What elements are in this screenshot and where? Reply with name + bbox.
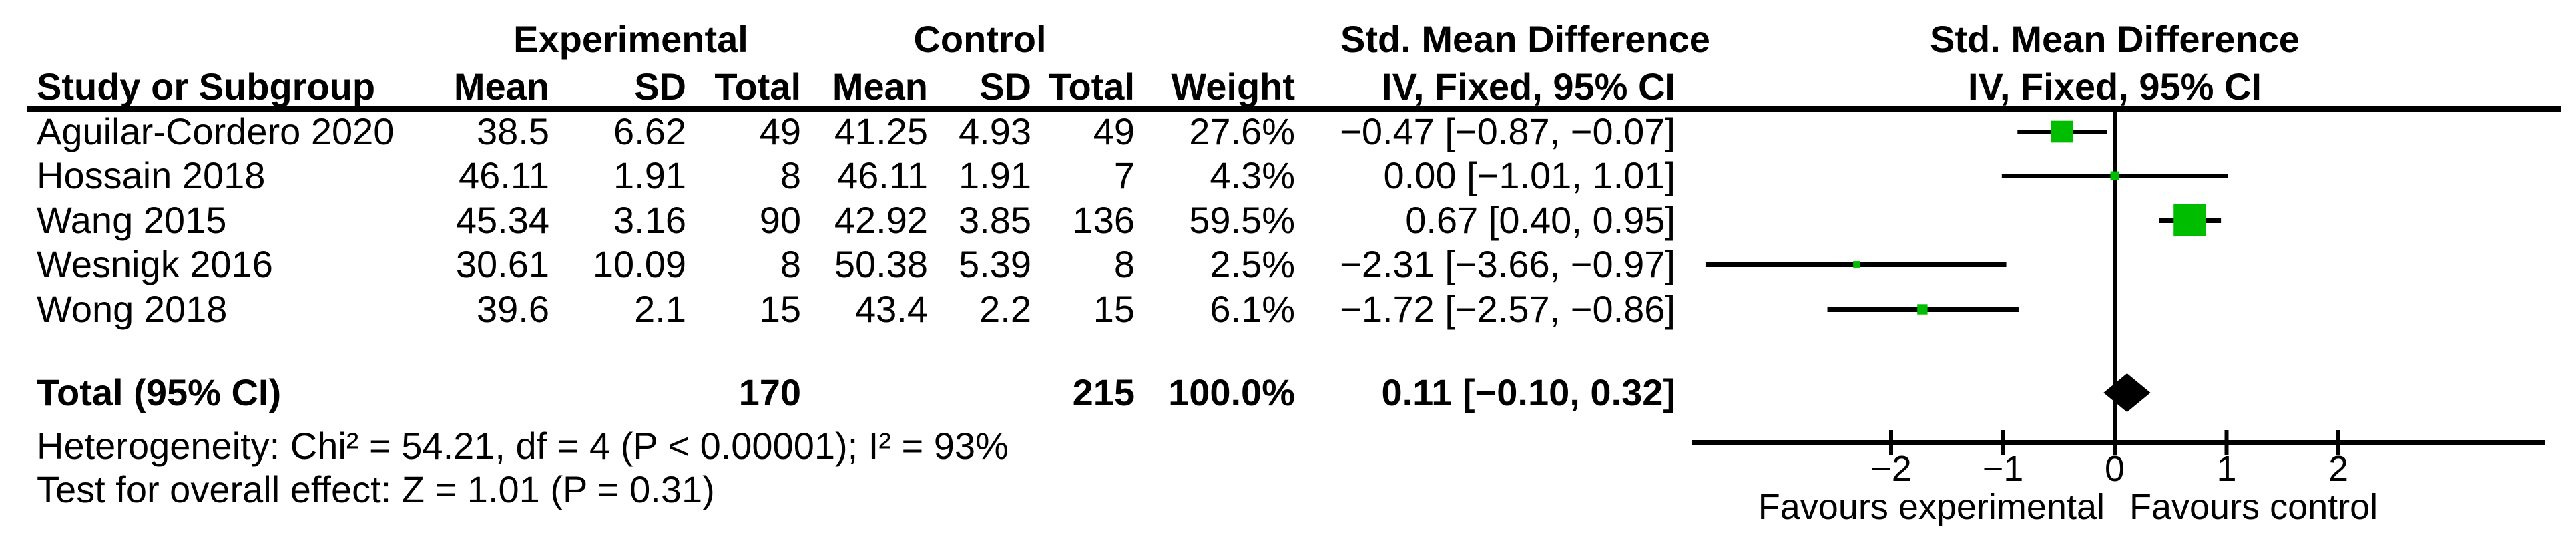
cell-sd-exp-0: 6.62 xyxy=(613,110,686,152)
axis-tick-4 xyxy=(2336,430,2340,455)
cell-mean-exp-2: 45.34 xyxy=(456,199,549,241)
overall-effect-text: Test for overall effect: Z = 1.01 (P = 0… xyxy=(37,468,715,510)
cell-total-exp-4: 15 xyxy=(760,288,801,330)
x-axis-line xyxy=(1692,440,2545,445)
cell-total-exp-2: 90 xyxy=(760,199,801,241)
tick-label-2: 0 xyxy=(2105,449,2125,489)
cell-sd-ctrl-4: 2.2 xyxy=(979,288,1031,330)
total-diamond xyxy=(2103,373,2151,412)
cell-mean-exp-4: 39.6 xyxy=(477,288,549,330)
total-weight: 100.0% xyxy=(1168,371,1295,413)
total-total-ctrl: 215 xyxy=(1073,371,1135,413)
cell-weight-0: 27.6% xyxy=(1189,110,1295,152)
col-header-ci-plot: IV, Fixed, 95% CI xyxy=(1968,65,2262,108)
cell-ci-text-1: 0.00 [−1.01, 1.01] xyxy=(1384,154,1676,196)
group-header-smd-right: Std. Mean Difference xyxy=(1930,18,2300,60)
col-header-sd-ctrl: SD xyxy=(979,65,1031,108)
cell-mean-ctrl-0: 41.25 xyxy=(834,110,928,152)
axis-tick-3 xyxy=(2224,430,2229,455)
cell-mean-ctrl-2: 42.92 xyxy=(834,199,928,241)
effect-box-3 xyxy=(1853,261,1860,268)
header-rule xyxy=(27,106,2561,112)
study-name-3: Wesnigk 2016 xyxy=(37,243,273,285)
study-name-2: Wang 2015 xyxy=(37,199,226,241)
col-header-mean-ctrl: Mean xyxy=(832,65,928,108)
cell-mean-ctrl-1: 46.11 xyxy=(837,154,928,196)
cell-total-ctrl-1: 7 xyxy=(1114,154,1135,196)
cell-sd-ctrl-0: 4.93 xyxy=(959,110,1031,152)
cell-ci-text-3: −2.31 [−3.66, −0.97] xyxy=(1340,243,1676,285)
cell-ci-text-2: 0.67 [0.40, 0.95] xyxy=(1405,199,1676,241)
tick-label-4: 2 xyxy=(2328,449,2348,489)
tick-label-0: −2 xyxy=(1870,449,1912,489)
effect-box-0 xyxy=(2051,120,2073,143)
zero-line xyxy=(2113,112,2117,442)
group-header-experimental: Experimental xyxy=(513,18,748,60)
study-name-1: Hossain 2018 xyxy=(37,154,265,196)
favours-right-label: Favours control xyxy=(2129,487,2378,527)
cell-sd-ctrl-1: 1.91 xyxy=(959,154,1031,196)
total-total-exp: 170 xyxy=(739,371,801,413)
axis-tick-0 xyxy=(1889,430,1893,455)
effect-box-4 xyxy=(1917,304,1928,315)
cell-sd-exp-1: 1.91 xyxy=(613,154,686,196)
cell-total-ctrl-4: 15 xyxy=(1093,288,1135,330)
group-header-smd-left: Std. Mean Difference xyxy=(1340,18,1710,60)
cell-weight-1: 4.3% xyxy=(1210,154,1295,196)
cell-weight-2: 59.5% xyxy=(1189,199,1295,241)
study-name-4: Wong 2018 xyxy=(37,288,227,330)
group-header-control: Control xyxy=(913,18,1046,60)
cell-total-exp-3: 8 xyxy=(780,243,801,285)
effect-box-2 xyxy=(2173,204,2206,236)
col-header-ci: IV, Fixed, 95% CI xyxy=(1382,65,1676,108)
cell-sd-exp-2: 3.16 xyxy=(613,199,686,241)
cell-weight-4: 6.1% xyxy=(1210,288,1295,330)
col-header-study: Study or Subgroup xyxy=(37,65,375,108)
cell-weight-3: 2.5% xyxy=(1210,243,1295,285)
cell-ci-text-0: −0.47 [−0.87, −0.07] xyxy=(1340,110,1676,152)
cell-sd-exp-4: 2.1 xyxy=(634,288,686,330)
effect-box-1 xyxy=(2110,171,2119,180)
cell-sd-ctrl-3: 5.39 xyxy=(959,243,1031,285)
cell-total-ctrl-3: 8 xyxy=(1114,243,1135,285)
cell-mean-exp-0: 38.5 xyxy=(477,110,549,152)
favours-left-label: Favours experimental xyxy=(1758,487,2105,527)
tick-label-1: −1 xyxy=(1983,449,2024,489)
cell-mean-exp-3: 30.61 xyxy=(456,243,549,285)
col-header-total-exp: Total xyxy=(714,65,801,108)
total-label: Total (95% CI) xyxy=(37,371,281,413)
cell-sd-exp-3: 10.09 xyxy=(593,243,686,285)
col-header-mean-exp: Mean xyxy=(454,65,549,108)
col-header-total-ctrl: Total xyxy=(1048,65,1135,108)
col-header-sd-exp: SD xyxy=(634,65,686,108)
heterogeneity-text: Heterogeneity: Chi² = 54.21, df = 4 (P <… xyxy=(37,425,1009,467)
cell-total-exp-0: 49 xyxy=(760,110,801,152)
study-name-0: Aguilar-Cordero 2020 xyxy=(37,110,394,152)
cell-mean-ctrl-4: 43.4 xyxy=(855,288,928,330)
tick-label-3: 1 xyxy=(2216,449,2236,489)
cell-sd-ctrl-2: 3.85 xyxy=(959,199,1031,241)
total-ci-text: 0.11 [−0.10, 0.32] xyxy=(1381,371,1676,413)
cell-ci-text-4: −1.72 [−2.57, −0.86] xyxy=(1340,288,1676,330)
cell-mean-exp-1: 46.11 xyxy=(459,154,549,196)
cell-total-exp-1: 8 xyxy=(780,154,801,196)
axis-tick-2 xyxy=(2113,430,2117,455)
cell-total-ctrl-0: 49 xyxy=(1093,110,1135,152)
col-header-weight: Weight xyxy=(1171,65,1295,108)
axis-tick-1 xyxy=(2001,430,2005,455)
cell-total-ctrl-2: 136 xyxy=(1073,199,1135,241)
cell-mean-ctrl-3: 50.38 xyxy=(834,243,928,285)
